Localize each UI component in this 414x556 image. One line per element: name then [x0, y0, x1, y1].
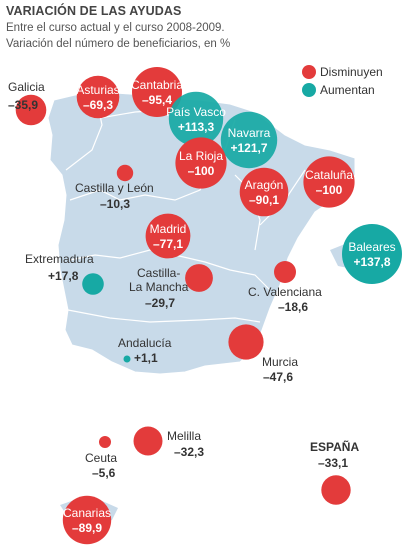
label-murcia: Murcia: [262, 355, 298, 369]
label-melilla: Melilla: [167, 429, 201, 443]
value-asturias: –69,3: [83, 98, 113, 112]
bubble-ceuta: [99, 436, 111, 448]
value-espana: –33,1: [318, 456, 348, 470]
bubble-extremadura: [82, 273, 104, 295]
value-castilla-la-mancha: –29,7: [145, 296, 175, 310]
value-canarias: –89,9: [72, 521, 102, 535]
legend-increase-swatch: [302, 83, 316, 97]
bubble-espana: [321, 475, 351, 505]
value-la-rioja: –100: [188, 164, 215, 178]
legend-decrease-swatch: [302, 65, 316, 79]
label-navarra: Navarra: [228, 126, 271, 140]
label-castilla-y-leon: Castilla y León: [75, 181, 154, 195]
value-baleares: +137,8: [353, 255, 390, 269]
bubble-aragon: [239, 167, 289, 217]
label-la-rioja: La Rioja: [179, 149, 223, 163]
label-cantabria: Cantabria: [131, 78, 183, 92]
bubble-canarias: [62, 495, 112, 545]
bubble-asturias: [76, 75, 120, 119]
bubble-andalucia: [123, 355, 131, 363]
figure-subtitle-2: Variación del número de beneficiarios, e…: [6, 38, 231, 50]
bubble-baleares: [342, 224, 402, 284]
label-pais-vasco: País Vasco: [166, 105, 226, 119]
bubble-navarra: [220, 111, 278, 169]
value-extremadura: +17,8: [48, 269, 79, 283]
value-c-valenciana: –18,6: [278, 300, 308, 314]
bubble-castilla-la-mancha: [185, 264, 213, 292]
value-castilla-y-leon: –10,3: [100, 197, 130, 211]
bubble-melilla: [133, 426, 163, 456]
value-melilla: –32,3: [174, 445, 204, 459]
bubble-cataluna: [303, 156, 355, 208]
value-navarra: +121,7: [230, 141, 267, 155]
label-canarias: Canarias: [63, 506, 111, 520]
bubble-galicia: [15, 94, 47, 126]
bubble-cantabria: [132, 67, 182, 117]
bubble-c-valenciana: [274, 261, 296, 283]
label-cataluna: Cataluña: [305, 168, 353, 182]
value-murcia: –47,6: [263, 370, 293, 384]
label-castilla-la-mancha-line2: La Mancha: [129, 280, 189, 294]
bubble-castilla-y-leon: [116, 164, 134, 182]
label-c-valenciana: C. Valenciana: [248, 285, 322, 299]
bubble-la-rioja: [175, 137, 227, 189]
value-cataluna: –100: [316, 183, 343, 197]
value-cantabria: –95,4: [142, 93, 172, 107]
label-baleares: Baleares: [348, 240, 395, 254]
label-ceuta: Ceuta: [85, 451, 117, 465]
value-aragon: –90,1: [249, 193, 279, 207]
label-galicia: Galicia: [8, 80, 45, 94]
label-andalucia: Andalucía: [118, 336, 172, 350]
legend-decrease-label: Disminuyen: [320, 65, 383, 79]
figure-title: VARIACIÓN DE LAS AYUDAS: [6, 4, 182, 18]
value-ceuta: –5,6: [92, 466, 116, 480]
label-espana: ESPAÑA: [310, 439, 359, 454]
legend-increase-label: Aumentan: [320, 83, 375, 97]
label-aragon: Aragón: [245, 178, 284, 192]
label-extremadura: Extremadura: [25, 252, 94, 266]
label-madrid: Madrid: [150, 222, 187, 236]
value-galicia: –35,9: [8, 98, 38, 112]
label-asturias: Asturias: [76, 83, 119, 97]
bubble-murcia: [228, 324, 264, 360]
bubble-madrid: [145, 213, 191, 259]
label-castilla-la-mancha-line1: Castilla-: [137, 266, 180, 280]
bubble-pais-vasco: [168, 91, 224, 147]
value-pais-vasco: +113,3: [178, 120, 215, 134]
figure-subtitle-1: Entre el curso actual y el curso 2008-20…: [6, 22, 225, 34]
value-andalucia: +1,1: [134, 351, 158, 365]
value-madrid: –77,1: [153, 237, 183, 251]
